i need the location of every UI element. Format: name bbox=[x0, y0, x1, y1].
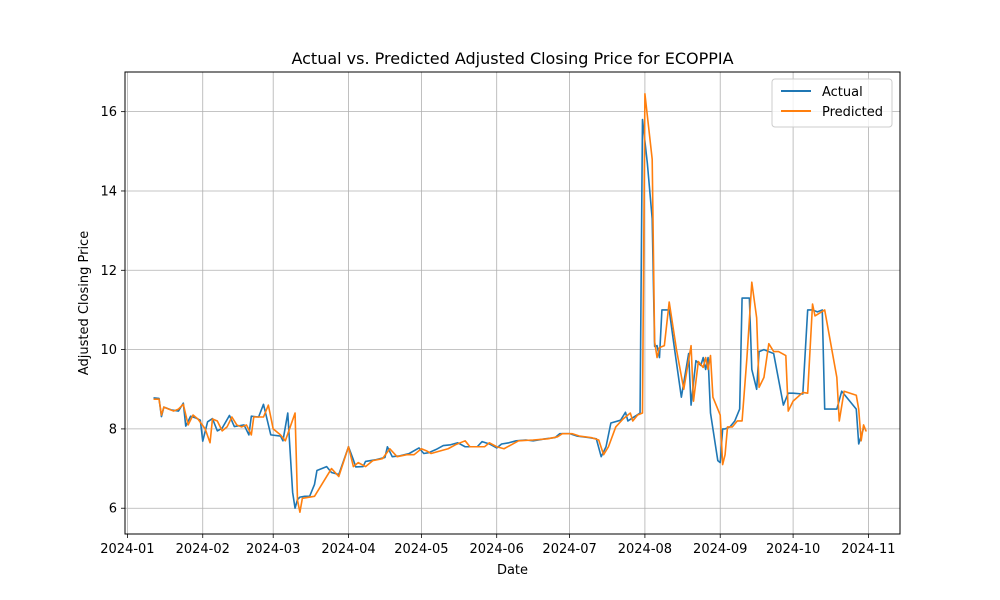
x-tick-label: 2024-04 bbox=[321, 542, 375, 557]
x-tick-label: 2024-07 bbox=[542, 542, 596, 557]
y-tick-label: 12 bbox=[100, 264, 117, 279]
x-tick-label: 2024-01 bbox=[100, 542, 154, 557]
series-line-predicted bbox=[153, 93, 867, 513]
chart-title: Actual vs. Predicted Adjusted Closing Pr… bbox=[291, 49, 733, 68]
legend-label-predicted: Predicted bbox=[822, 105, 883, 120]
y-tick-label: 8 bbox=[109, 422, 117, 437]
x-axis-label: Date bbox=[497, 563, 528, 578]
x-tick-label: 2024-05 bbox=[394, 542, 448, 557]
x-tick-label: 2024-02 bbox=[176, 542, 230, 557]
y-tick-label: 10 bbox=[100, 343, 117, 358]
x-axis: 2024-01 2024-02 2024-03 2024-04 2024-05 2024-… bbox=[100, 534, 896, 557]
y-tick-label: 16 bbox=[100, 105, 117, 120]
plot-frame bbox=[124, 71, 901, 535]
x-tick-label: 2024-03 bbox=[246, 542, 300, 557]
x-tick-label: 2024-09 bbox=[693, 542, 747, 557]
series-layer bbox=[153, 93, 867, 513]
legend: Actual Predicted bbox=[771, 78, 893, 128]
x-tick-label: 2024-08 bbox=[618, 542, 672, 557]
legend-label-actual: Actual bbox=[822, 85, 863, 100]
y-tick-label: 6 bbox=[109, 502, 117, 517]
x-tick-label: 2024-11 bbox=[841, 542, 895, 557]
y-axis-label: Adjusted Closing Price bbox=[77, 231, 92, 375]
y-tick-label: 14 bbox=[100, 184, 117, 199]
y-axis: 6 8 10 12 14 16 bbox=[100, 105, 125, 517]
x-tick-label: 2024-10 bbox=[766, 542, 820, 557]
x-tick-label: 2024-06 bbox=[470, 542, 524, 557]
